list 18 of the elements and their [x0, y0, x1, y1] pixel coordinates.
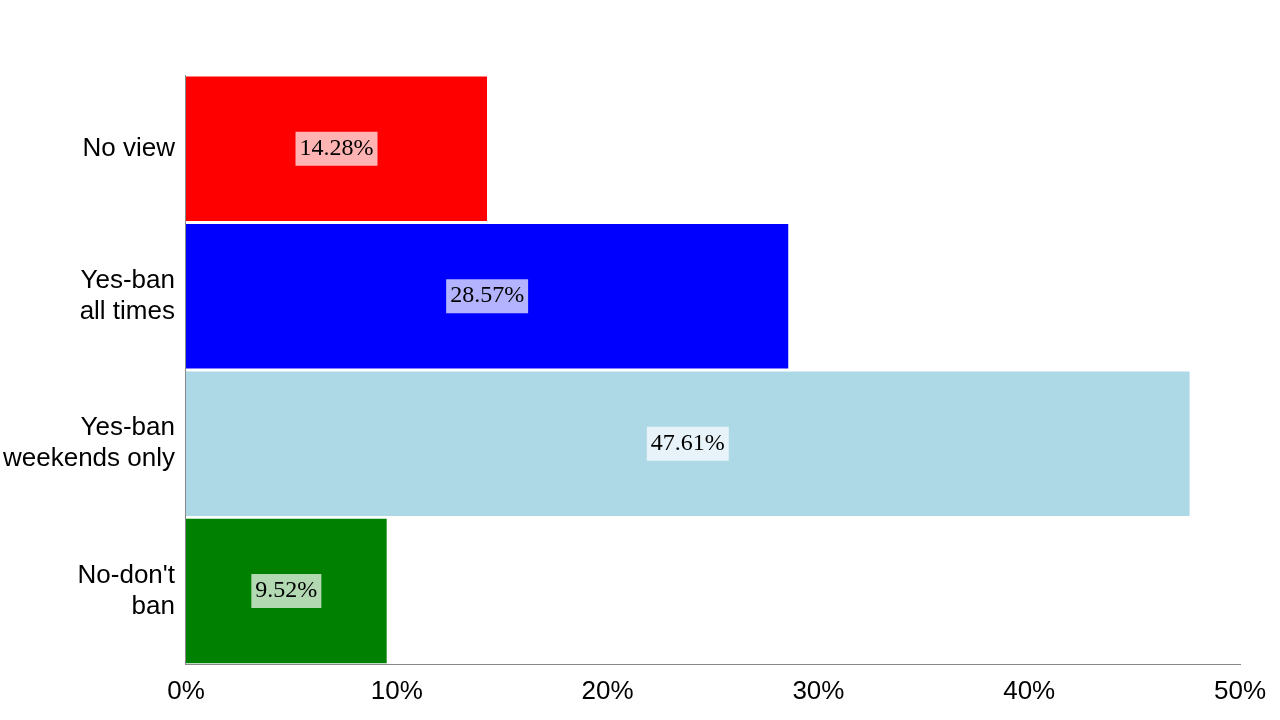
- bar: [186, 223, 789, 369]
- bar: [186, 518, 387, 664]
- y-tick-label: Yes-ban all times: [79, 263, 175, 325]
- x-tick-label: 20%: [581, 674, 634, 705]
- y-tick-label: No view: [82, 131, 176, 162]
- data-label: 28.57%: [450, 281, 525, 308]
- data-label: 47.61%: [650, 428, 725, 455]
- bar: [186, 371, 1190, 516]
- data-label: 9.52%: [255, 576, 318, 603]
- bar: [186, 76, 488, 221]
- x-tick-label: 0%: [167, 674, 205, 705]
- y-tick-label: Yes-ban weekends only: [2, 411, 175, 473]
- x-tick-label: 50%: [1213, 674, 1267, 705]
- y-tick-label: No-don't ban: [77, 558, 176, 620]
- x-tick-label: 40%: [1003, 674, 1056, 705]
- x-tick-label: 30%: [792, 674, 845, 705]
- data-label: 14.28%: [299, 134, 374, 161]
- x-tick-label: 10%: [370, 674, 423, 705]
